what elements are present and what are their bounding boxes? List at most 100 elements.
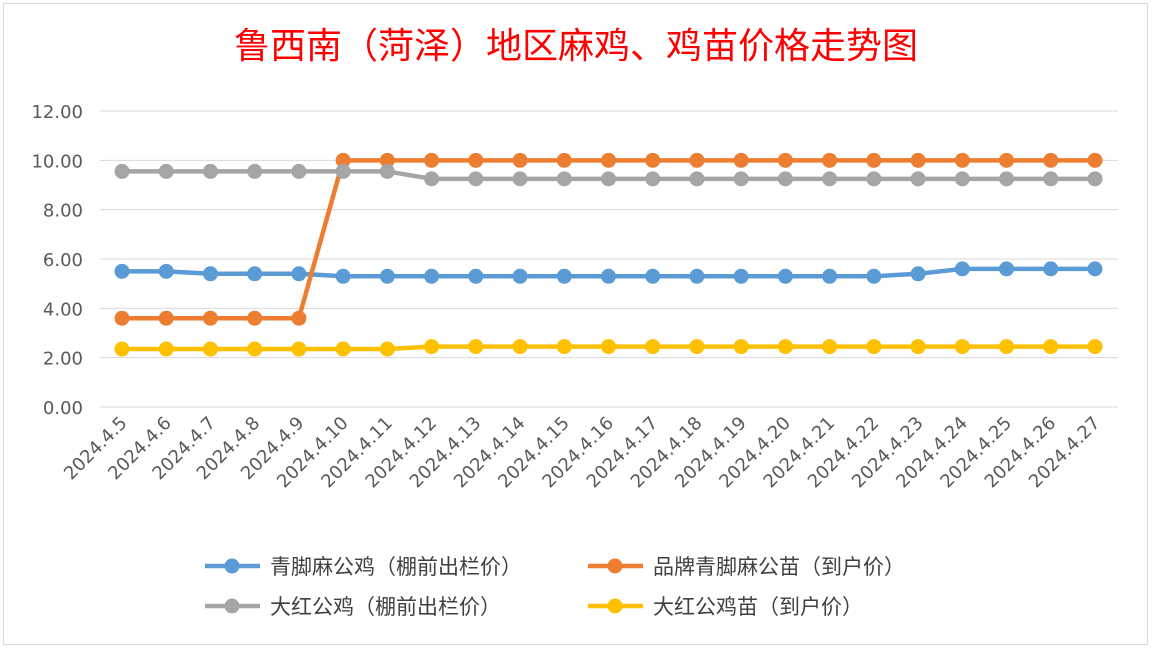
- data-point: [1043, 261, 1059, 277]
- data-point: [291, 341, 307, 357]
- data-point: [733, 268, 749, 284]
- data-point: [512, 268, 528, 284]
- data-point: [777, 339, 793, 355]
- data-point: [1043, 152, 1059, 168]
- data-point: [247, 341, 263, 357]
- data-point: [1087, 171, 1103, 187]
- data-point: [954, 171, 970, 187]
- data-point: [158, 341, 174, 357]
- data-point: [645, 268, 661, 284]
- data-point: [158, 310, 174, 326]
- data-point: [954, 261, 970, 277]
- data-point: [114, 341, 130, 357]
- data-point: [424, 171, 440, 187]
- data-point: [1043, 339, 1059, 355]
- data-point: [645, 171, 661, 187]
- data-point: [954, 339, 970, 355]
- data-point: [468, 171, 484, 187]
- data-point: [424, 339, 440, 355]
- y-tick-label: 4.00: [43, 299, 83, 320]
- y-tick-label: 6.00: [43, 250, 83, 271]
- legend-swatch-marker: [224, 558, 240, 574]
- series-2: [114, 152, 1103, 326]
- data-point: [733, 171, 749, 187]
- data-point: [424, 152, 440, 168]
- data-point: [1087, 261, 1103, 277]
- y-tick-label: 12.00: [31, 102, 83, 123]
- legend-label: 品牌青脚麻公苗（到户价）: [653, 555, 905, 579]
- data-point: [291, 266, 307, 282]
- data-point: [910, 339, 926, 355]
- y-tick-label: 2.00: [43, 349, 83, 370]
- data-point: [335, 152, 351, 168]
- data-point: [335, 163, 351, 179]
- legend-label: 大红公鸡苗（到户价）: [653, 595, 863, 619]
- y-tick-label: 10.00: [31, 151, 83, 172]
- legend-label: 大红公鸡（棚前出栏价）: [270, 595, 501, 619]
- y-axis-labels: 0.00 2.00 4.00 6.00 8.00 10.00 12.00: [31, 102, 83, 419]
- series-lines: [114, 152, 1103, 357]
- legend-item: 大红公鸡（棚前出栏价）: [205, 595, 501, 619]
- legend-swatch-marker: [224, 598, 240, 614]
- data-point: [202, 310, 218, 326]
- legend-item: 大红公鸡苗（到户价）: [588, 595, 863, 619]
- data-point: [999, 261, 1015, 277]
- data-point: [247, 310, 263, 326]
- data-point: [822, 268, 838, 284]
- legend-swatch-marker: [607, 558, 623, 574]
- data-point: [1087, 152, 1103, 168]
- data-point: [645, 339, 661, 355]
- y-tick-label: 0.00: [43, 398, 83, 419]
- data-point: [689, 152, 705, 168]
- chart-title: 鲁西南（菏泽）地区麻鸡、鸡苗价格走势图: [234, 26, 918, 67]
- data-point: [1043, 171, 1059, 187]
- data-point: [291, 310, 307, 326]
- data-point: [468, 268, 484, 284]
- data-point: [114, 263, 130, 279]
- data-point: [379, 163, 395, 179]
- data-point: [335, 268, 351, 284]
- data-point: [777, 152, 793, 168]
- series-4: [114, 339, 1103, 357]
- data-point: [424, 268, 440, 284]
- data-point: [158, 263, 174, 279]
- data-point: [601, 268, 616, 284]
- data-point: [556, 152, 572, 168]
- data-point: [689, 339, 705, 355]
- data-point: [733, 152, 749, 168]
- data-point: [379, 341, 395, 357]
- data-point: [999, 152, 1015, 168]
- data-point: [822, 152, 838, 168]
- data-point: [601, 339, 616, 355]
- data-point: [910, 266, 926, 282]
- data-point: [379, 152, 395, 168]
- legend-item: 品牌青脚麻公苗（到户价）: [588, 555, 905, 579]
- data-point: [202, 266, 218, 282]
- data-point: [910, 171, 926, 187]
- data-point: [954, 152, 970, 168]
- data-point: [468, 339, 484, 355]
- data-point: [689, 268, 705, 284]
- legend: 青脚麻公鸡（棚前出栏价） 品牌青脚麻公苗（到户价） 大红公鸡（棚前出栏价） 大红公鸡苗…: [205, 555, 905, 619]
- data-point: [556, 171, 572, 187]
- data-point: [645, 152, 661, 168]
- data-point: [379, 268, 395, 284]
- legend-label: 青脚麻公鸡（棚前出栏价）: [270, 555, 522, 579]
- data-point: [468, 152, 484, 168]
- data-point: [247, 163, 263, 179]
- data-point: [202, 163, 218, 179]
- data-point: [866, 171, 882, 187]
- data-point: [114, 310, 130, 326]
- data-point: [556, 339, 572, 355]
- data-point: [114, 163, 130, 179]
- data-point: [291, 163, 307, 179]
- data-point: [910, 152, 926, 168]
- data-point: [1087, 339, 1103, 355]
- data-point: [689, 171, 705, 187]
- data-point: [601, 152, 616, 168]
- data-point: [733, 339, 749, 355]
- data-point: [335, 341, 351, 357]
- data-point: [866, 152, 882, 168]
- series-1: [114, 261, 1103, 284]
